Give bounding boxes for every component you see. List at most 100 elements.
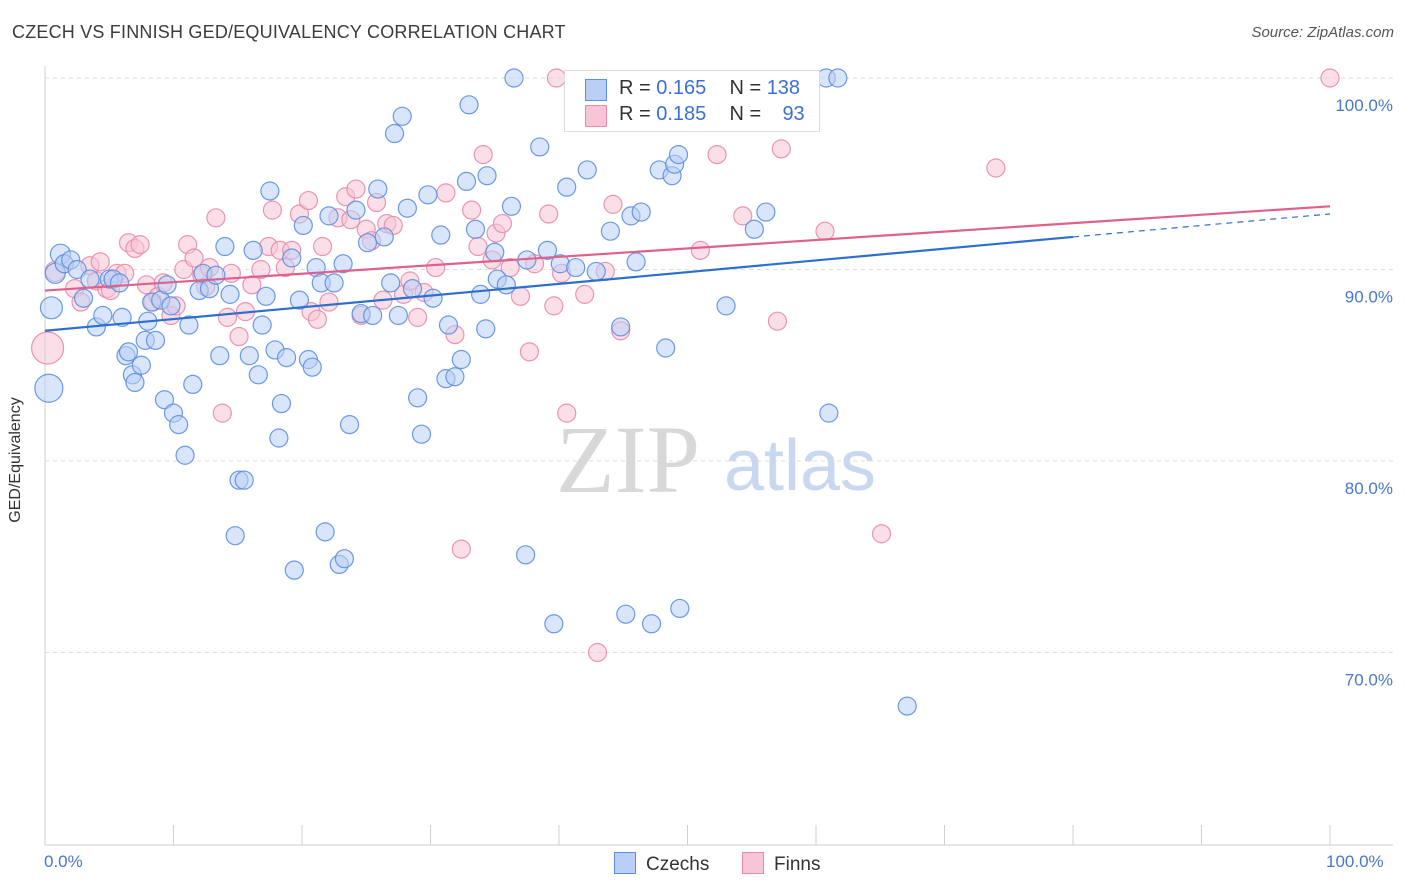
czechs-n-label: N = [729, 77, 762, 99]
data-point [436, 183, 456, 203]
data-point [392, 106, 412, 126]
czechs-n-value: 138 [766, 77, 801, 99]
data-point [118, 342, 139, 362]
data-point [67, 259, 87, 280]
data-point [333, 254, 353, 274]
gridlines [45, 77, 1393, 653]
legend-item-czechs[interactable]: Czechs [614, 852, 709, 876]
data-point [485, 242, 505, 262]
data-point [339, 415, 360, 435]
data-point [34, 373, 64, 403]
data-point [206, 265, 226, 285]
stats-legend: R = 0.165 N = 138 R = 0.185 N = 93 [564, 70, 820, 132]
data-point [210, 346, 230, 366]
data-point [215, 236, 235, 257]
chart-title: CZECH VS FINNISH GED/EQUIVALENCY CORRELA… [12, 22, 566, 42]
czechs-trend-extension [1072, 213, 1331, 238]
data-point [492, 213, 513, 234]
data-point [459, 95, 479, 115]
data-point [374, 227, 394, 247]
data-point [986, 158, 1006, 178]
data-point [284, 560, 304, 580]
data-point [169, 415, 189, 435]
data-point [39, 296, 64, 320]
data-point [302, 357, 322, 377]
finns-n-value: 93 [782, 103, 805, 125]
data-point [600, 221, 621, 241]
data-point [276, 347, 297, 368]
data-point [473, 145, 493, 165]
data-point [157, 275, 177, 295]
finns-n-label: N = [729, 103, 762, 125]
data-point [319, 292, 339, 312]
data-point [539, 204, 559, 224]
data-point [771, 139, 791, 159]
data-point [423, 288, 443, 308]
data-point [289, 290, 310, 310]
y-tick-label: 80.0% [1345, 479, 1393, 498]
data-point [519, 342, 540, 362]
data-point [756, 202, 776, 222]
data-point [557, 403, 577, 423]
czechs-points [34, 68, 917, 716]
data-point [248, 365, 268, 385]
data-point [145, 330, 166, 350]
data-point [707, 145, 727, 165]
czechs-legend-swatch [614, 852, 636, 874]
data-point [819, 403, 839, 423]
y-tick-labels: 100.0% 90.0% 80.0% 70.0% [1335, 96, 1393, 690]
data-point [544, 296, 564, 316]
finns-legend-label: Finns [774, 854, 821, 875]
legend-item-finns[interactable]: Finns [742, 852, 820, 876]
y-tick-label: 100.0% [1335, 96, 1393, 115]
data-point [334, 549, 355, 569]
data-point [324, 273, 344, 293]
data-point [80, 269, 100, 289]
data-point [641, 614, 662, 634]
finns-legend-swatch [742, 852, 764, 874]
data-point [225, 526, 245, 546]
data-point [131, 355, 151, 375]
data-point [381, 273, 401, 293]
data-point [828, 68, 848, 88]
y-tick-label: 90.0% [1345, 288, 1393, 307]
finns-trend-line [44, 205, 1331, 292]
axes [44, 66, 1393, 846]
data-point [586, 261, 606, 282]
data-point [239, 346, 259, 366]
data-point [477, 166, 497, 186]
data-point [112, 307, 132, 327]
data-point [346, 200, 366, 220]
data-point [515, 545, 536, 565]
czechs-legend-label: Czechs [646, 854, 710, 875]
czechs-swatch [585, 79, 607, 101]
data-point [130, 235, 150, 255]
watermark-atlas: atlas [724, 426, 876, 506]
data-point [293, 215, 313, 236]
data-point [319, 206, 339, 226]
czechs-trend-line [44, 235, 1074, 332]
data-point [183, 374, 203, 394]
data-point [445, 367, 465, 387]
data-point [408, 388, 428, 408]
data-point [388, 305, 408, 326]
data-point [575, 284, 595, 304]
data-point [418, 185, 438, 205]
data-point [154, 390, 175, 410]
data-point [530, 137, 550, 157]
czechs-r-label: R = [619, 77, 651, 99]
finns-r-label: R = [619, 103, 651, 125]
data-point [252, 315, 272, 335]
data-point [179, 315, 199, 335]
data-point [670, 598, 690, 619]
data-point [262, 200, 283, 220]
data-point [897, 696, 917, 716]
data-point [212, 403, 232, 423]
data-point [93, 305, 113, 326]
data-point [501, 196, 522, 216]
x-tick-max: 100.0% [1326, 852, 1384, 871]
watermark: ZIP atlas [556, 406, 876, 513]
data-point [426, 257, 446, 278]
data-point [431, 225, 451, 245]
